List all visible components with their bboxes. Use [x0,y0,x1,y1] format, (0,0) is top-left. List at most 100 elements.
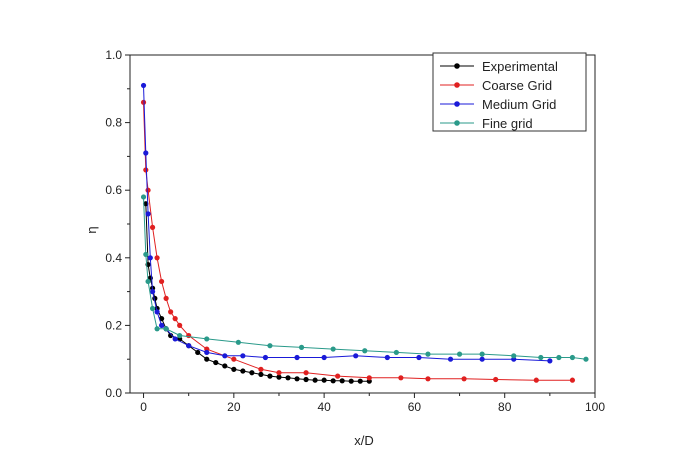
data-point [456,351,463,357]
legend-marker [454,63,460,69]
data-point [461,376,467,382]
data-point [267,343,273,349]
data-point [231,366,237,372]
data-point [145,211,151,217]
y-tick-label: 0.4 [105,251,122,265]
data-point [267,373,273,379]
y-axis-title: η [84,226,99,233]
data-point [147,255,153,261]
y-tick-label: 0.6 [105,183,122,197]
x-tick-label: 0 [140,400,147,414]
x-axis-title: x/D [354,433,374,448]
legend-label: Medium Grid [482,97,556,112]
data-point [222,353,228,359]
data-point [204,336,210,342]
data-point [425,376,431,382]
data-point [285,375,291,381]
data-point [159,278,165,285]
x-tick-label: 60 [408,400,422,414]
data-point [143,150,149,156]
data-point [276,374,282,380]
data-point [168,309,174,315]
data-point [348,378,354,384]
data-point [583,356,589,362]
data-point [177,322,183,328]
data-point [556,354,562,361]
y-tick-label: 0.2 [105,318,122,332]
data-point [163,295,169,301]
data-point [154,309,160,315]
data-point [149,289,156,295]
data-point [303,370,309,376]
data-point [298,344,305,350]
data-point [511,353,517,359]
x-tick-label: 80 [498,400,512,414]
data-point [172,336,178,342]
data-point [416,354,422,361]
data-point [149,224,156,230]
y-tick-label: 0.8 [105,116,122,130]
data-point [258,371,264,378]
series-fine-grid [140,194,589,362]
data-point [149,305,156,312]
data-point [569,354,576,361]
legend-marker [454,120,460,126]
data-point [143,201,149,207]
data-point [366,375,372,381]
data-point [140,82,147,89]
data-point [204,349,210,356]
data-point [569,377,576,383]
data-point [493,376,499,383]
data-point [398,375,404,381]
series-line [143,196,587,360]
y-tick-label: 1.0 [105,48,122,62]
data-point [353,353,359,359]
series-medium-grid [140,82,553,364]
data-point [321,377,327,383]
data-point [154,326,160,332]
y-axis: 0.0 0.2 0.4 0.6 0.8 1.0 [105,48,130,400]
data-point [362,348,368,354]
data-point [240,353,246,359]
data-point [357,378,363,384]
data-point [154,255,160,261]
data-point [538,354,544,361]
data-point [425,351,431,357]
x-tick-label: 20 [227,400,241,414]
data-point [303,376,309,383]
data-point [294,376,300,382]
data-point [384,354,390,361]
data-point [222,363,228,369]
data-point [140,194,147,200]
data-point [172,316,178,322]
data-point [143,167,149,173]
data-point [312,377,318,383]
data-point [145,278,151,285]
x-axis: 0 20 40 60 80 100 [140,393,605,414]
data-point [335,373,341,379]
data-point [163,326,169,332]
legend-label: Fine grid [482,116,533,131]
y-tick-label: 0.0 [105,386,122,400]
series-line [143,102,573,381]
data-point [339,378,345,384]
legend-label: Coarse Grid [482,78,552,93]
legend-marker [454,101,460,107]
legend: Experimental Coarse Grid Medium Grid Fine g… [432,52,587,132]
data-point [140,99,147,105]
data-point [249,370,255,376]
data-point [186,343,192,349]
data-point [159,322,165,328]
data-point [258,366,264,372]
data-point [479,351,485,357]
data-point [204,356,210,362]
data-point [145,187,151,193]
data-point [330,378,336,384]
data-point [330,346,336,352]
data-point [533,377,539,383]
legend-label: Experimental [482,59,558,74]
data-point [235,339,241,345]
data-point [294,354,300,361]
x-tick-label: 40 [317,400,331,414]
data-point [276,370,282,376]
